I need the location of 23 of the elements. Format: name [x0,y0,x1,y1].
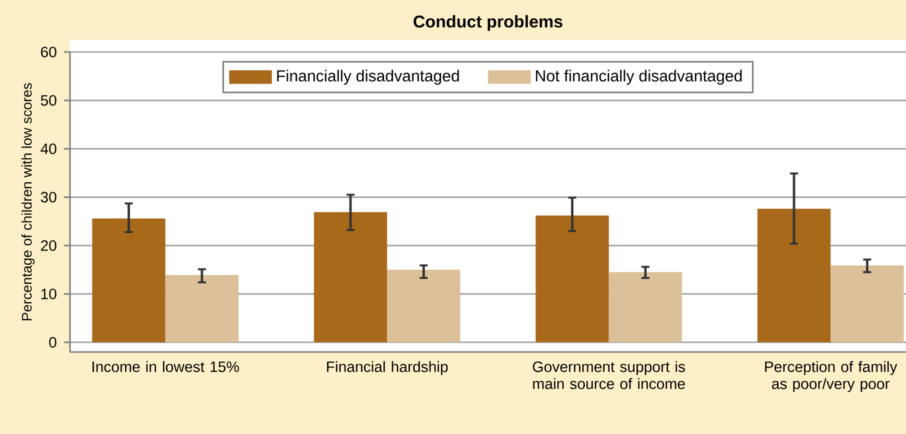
y-tick-label: 40 [40,143,56,154]
y-tick-label: 60 [41,46,56,58]
bar [165,275,239,342]
x-tick-label: Government support is main source of income [532,361,685,390]
y-axis-title: Percentage of children with low scores [21,83,35,320]
x-tick-label: Financial hardship [327,361,448,376]
y-tick-label: 10 [41,288,56,300]
y-tick-label: 30 [40,192,56,202]
legend-label: Not financially disadvantaged [536,70,742,85]
bar [757,208,831,342]
bar [387,270,460,342]
chart-title: Conduct problems [414,15,562,31]
y-tick-label: 0 [49,337,56,348]
legend-label: Financially disadvantaged [277,70,459,85]
y-tick-label: 20 [41,240,56,251]
x-tick-label: Perception of family as poor/very poor [765,361,898,392]
bar [314,212,388,342]
bar [608,272,682,342]
y-tick-label: 50 [40,95,56,106]
bar [92,218,166,342]
bar [536,216,609,342]
bar [830,265,904,342]
x-tick-label: Income in lowest 15% [92,361,239,372]
